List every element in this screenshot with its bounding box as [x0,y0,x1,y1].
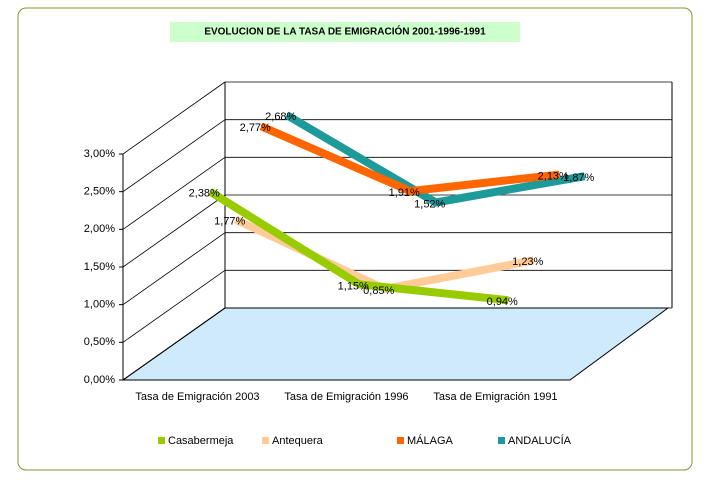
y-tick-label: 1,50% [84,261,115,273]
grid-line [122,157,226,230]
grid-line [122,81,226,155]
legend-label: ANDALUCÍA [508,434,572,447]
legend-label: Antequera [272,435,324,447]
data-label: 0,85% [363,285,394,297]
legend-swatch [158,437,165,444]
data-label: 1,15% [338,280,369,292]
grid-line [122,194,226,268]
legend-label: Casabermeja [168,435,234,447]
y-tick-label: 2,00% [84,223,115,235]
series-line [284,111,586,207]
y-tick-label: 0,00% [84,374,115,386]
grid-line [122,270,226,343]
grid-line [122,307,226,381]
grid-line [122,232,226,305]
data-label: 2,77% [240,122,271,134]
y-tick-label: 2,50% [84,186,115,198]
title-box [170,22,520,42]
y-tick-label: 3,00% [84,148,115,160]
x-tick-label: Tasa de Emigración 1996 [284,391,408,403]
data-label: 1,91% [389,187,420,199]
x-tick-label: Tasa de Emigración 2003 [135,391,259,403]
x-tick-label: Tasa de Emigración 1991 [433,391,557,403]
series-line [259,122,560,196]
data-label: 2,38% [189,188,220,200]
data-label: 0,94% [487,296,518,308]
data-label: 1,77% [214,216,245,228]
data-label: 2,13% [538,170,569,182]
y-tick-label: 1,00% [84,299,115,311]
data-label: 1,23% [512,256,543,268]
data-label: 1,87% [563,172,594,184]
legend-swatch [498,437,505,444]
grid-line [122,119,226,192]
y-tick-label: 0,50% [84,336,115,348]
chart-title: EVOLUCION DE LA TASA DE EMIGRACIÓN 2001-… [204,25,486,38]
data-label: 2,68% [265,111,296,123]
data-label: 1,52% [414,198,445,210]
legend-swatch [397,437,404,444]
legend-label: MÁLAGA [407,434,454,447]
series-line [208,188,509,305]
legend-swatch [262,437,269,444]
